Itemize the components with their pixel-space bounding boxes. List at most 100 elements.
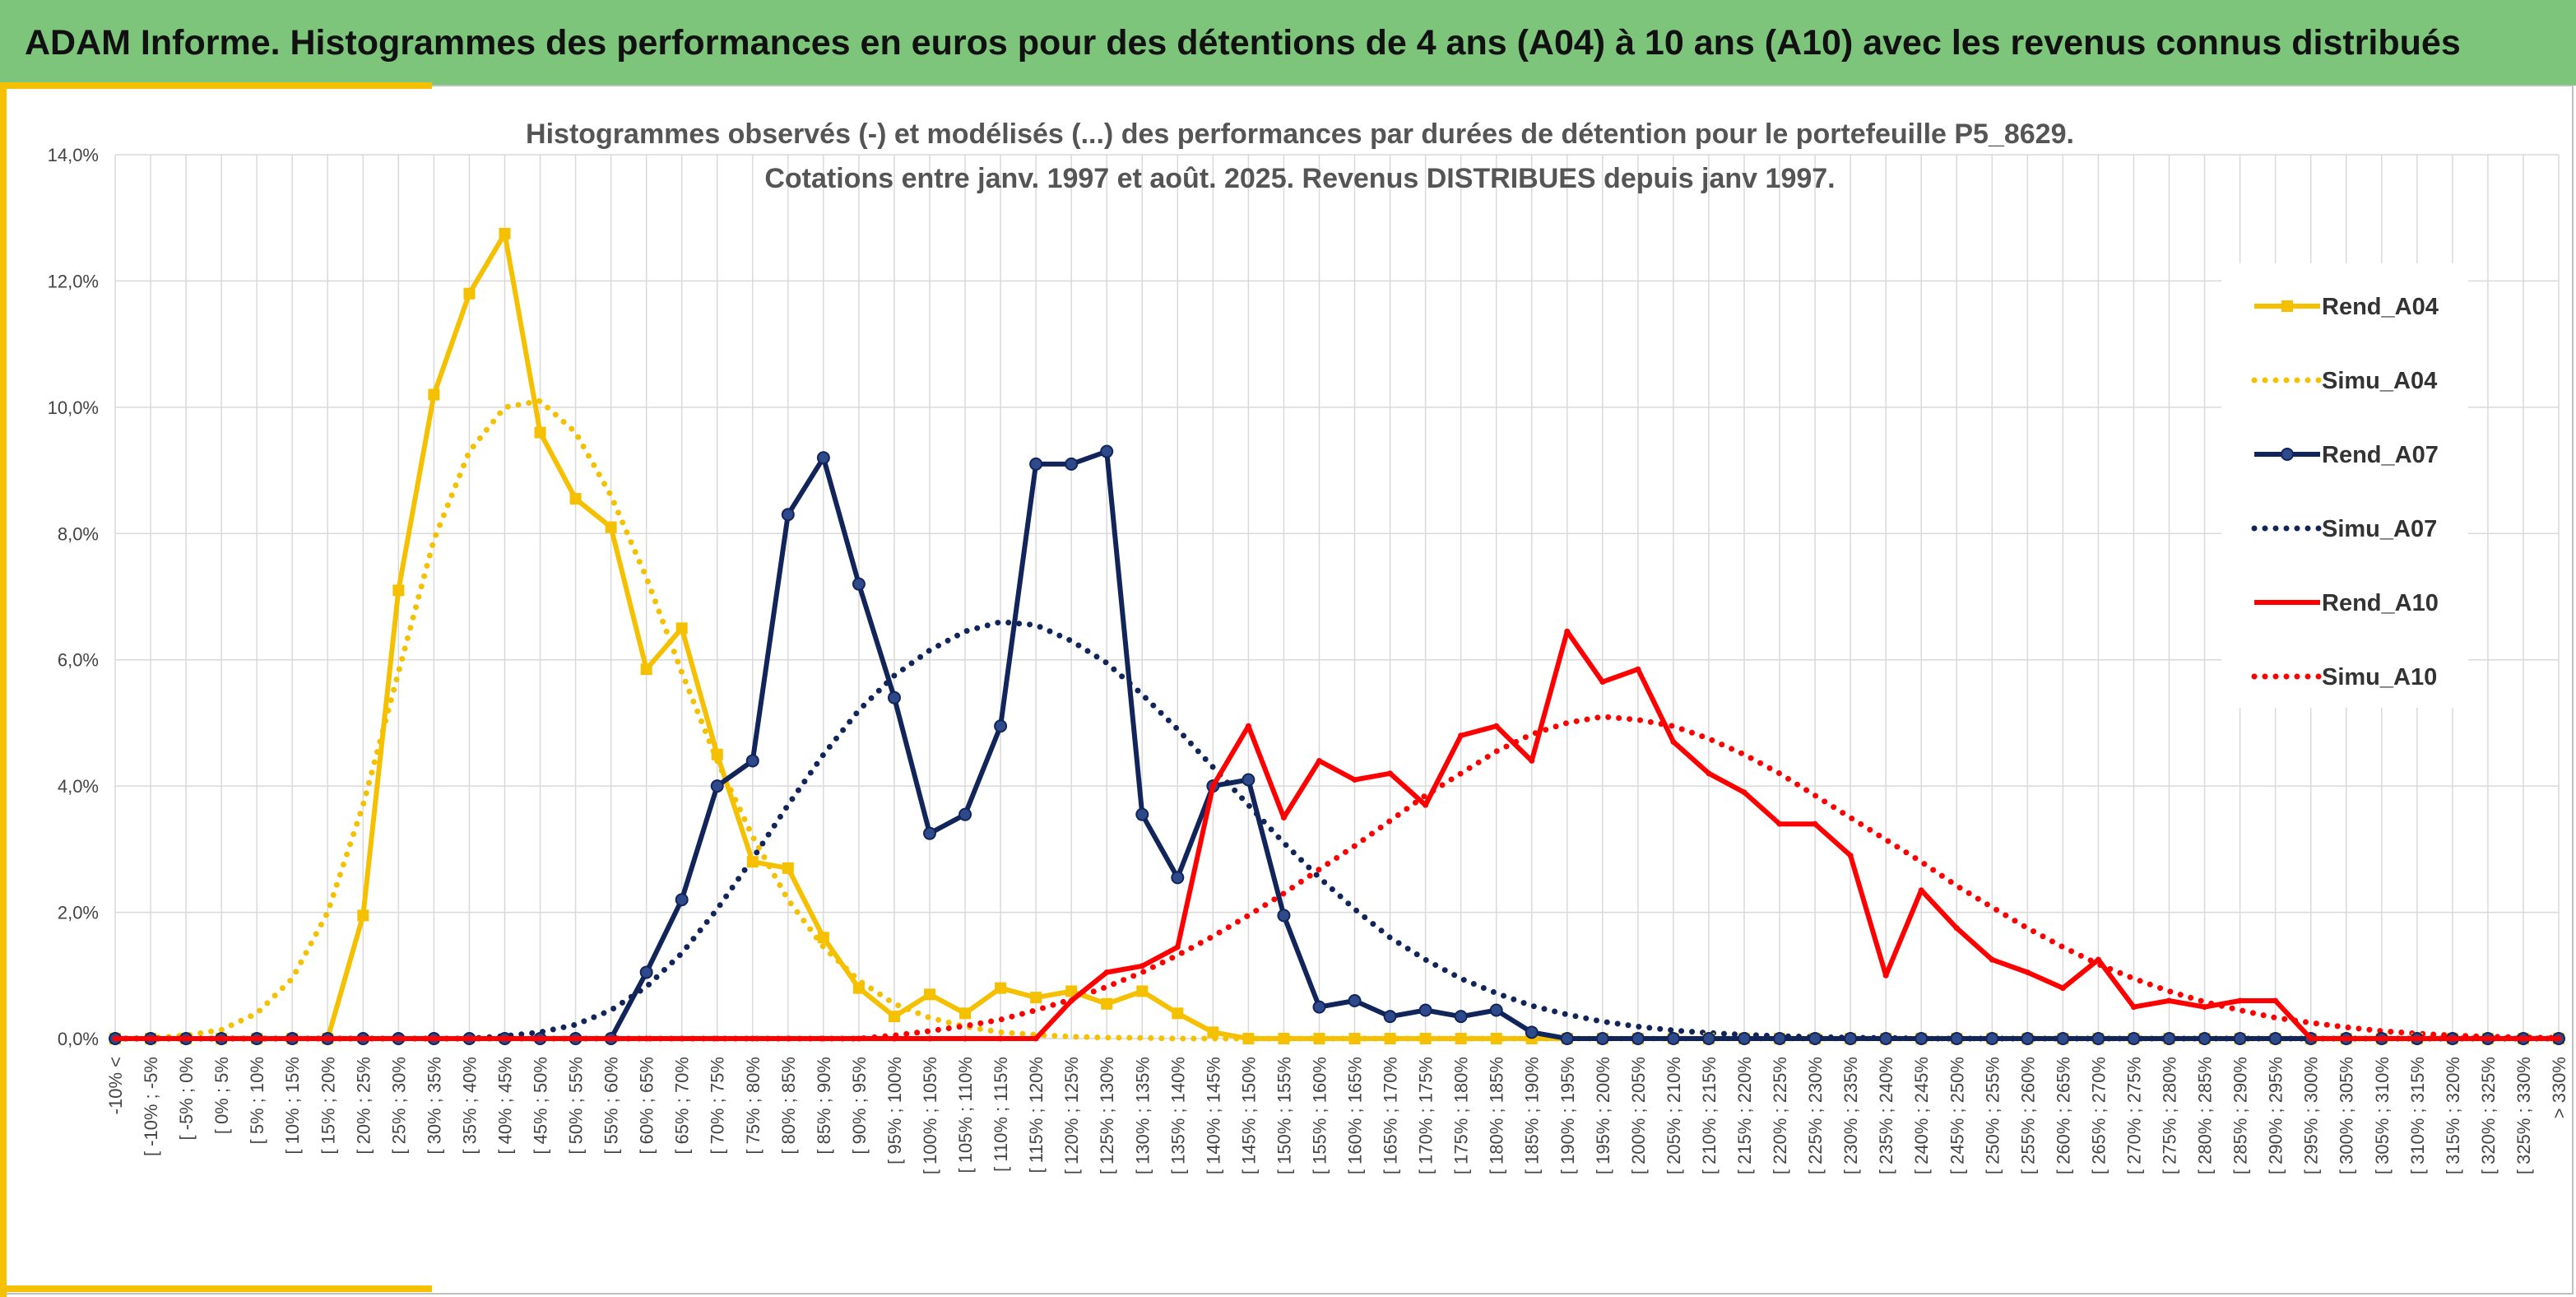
x-tick-label: [ 305% ; 310% [2372,1057,2393,1174]
data-point [1065,985,1078,997]
x-tick-label: [ 255% ; 260% [2017,1057,2038,1174]
data-point [781,508,795,522]
legend-entry-simu-a04: Simu_A04 [2251,368,2437,394]
data-point [1595,1032,1609,1045]
data-point [856,1035,862,1042]
data-point [1529,757,1535,764]
legend-marker [2281,448,2294,461]
data-point [852,982,865,994]
data-point [1985,1032,1999,1045]
data-point [1242,1033,1255,1044]
data-point [218,1035,225,1042]
x-tick-label: [ 230% ; 235% [1840,1057,1861,1174]
chart-subtitle-line-2: Cotations entre janv. 1997 et août. 2025… [764,163,1835,194]
x-tick-label: [ 150% ; 155% [1274,1057,1294,1174]
x-tick-label: [ 25% ; 30% [388,1057,409,1155]
x-tick-label: [ 55% ; 60% [601,1057,622,1155]
data-point [428,388,440,401]
data-point [1348,993,1362,1007]
data-point [817,932,829,944]
x-tick-label: [ 235% ; 240% [1876,1057,1896,1174]
data-point [289,1035,295,1042]
data-point [430,1035,437,1042]
legend-label: Rend_A10 [2322,590,2439,616]
data-point [1666,1032,1680,1045]
x-tick-label: [ 30% ; 35% [424,1057,444,1155]
data-point [1313,1033,1325,1044]
x-tick-label: [ 110% ; 115% [991,1057,1011,1172]
data-point [1316,757,1322,764]
data-point [2130,1004,2137,1011]
legend-label: Simu_A04 [2322,368,2437,394]
x-tick-label: [ 180% ; 185% [1487,1057,1507,1174]
data-point [1423,802,1429,808]
data-point [816,451,830,465]
x-tick-label: [ 195% ; 200% [1593,1057,1613,1174]
data-point [395,1035,401,1042]
y-tick-label: 8,0% [58,523,99,544]
data-point [1383,1010,1397,1024]
data-point [1068,997,1074,1004]
data-point [2555,1035,2562,1042]
data-point [2272,997,2279,1004]
data-point [1454,1010,1468,1024]
data-point [1278,1033,1290,1044]
data-point [1418,1003,1432,1017]
data-point [746,856,759,868]
data-point [710,779,724,793]
accent-bar-top [0,82,432,89]
legend-label: Rend_A04 [2322,294,2439,320]
data-point [1525,1025,1539,1039]
data-point [1493,723,1500,729]
data-point [1738,1032,1751,1045]
data-point [891,1035,898,1042]
x-tick-label: [ 60% ; 65% [637,1057,657,1155]
x-tick-label: [ 130% ; 135% [1132,1057,1153,1174]
data-point [1242,773,1256,787]
data-point [501,1035,508,1042]
x-tick-label: [ 320% ; 325% [2478,1057,2499,1174]
data-point [463,287,476,300]
x-tick-label: [ 45% ; 50% [531,1057,551,1155]
data-point [2059,985,2066,992]
legend-label: Rend_A07 [2322,442,2439,468]
x-tick-label: [ 80% ; 85% [778,1057,799,1155]
legend-marker [2281,300,2293,312]
data-point [2202,1004,2208,1011]
data-point [499,227,511,239]
data-point [643,1035,650,1042]
data-point [1670,738,1677,745]
x-tick-label: [ 145% ; 150% [1238,1057,1259,1174]
x-tick-label: [ 325% ; 330% [2513,1057,2534,1174]
x-tick-label: [ 65% ; 70% [672,1057,693,1155]
x-tick-label: [ 280% ; 285% [2195,1057,2216,1174]
x-tick-label: [ 135% ; 140% [1167,1057,1188,1174]
x-tick-label: [ 160% ; 165% [1345,1057,1366,1174]
x-tick-label: [ 245% ; 250% [1947,1057,1967,1174]
data-point [569,493,582,505]
data-point [924,988,935,1001]
x-tick-label: [ 140% ; 145% [1203,1057,1223,1174]
x-tick-label: [ 170% ; 175% [1416,1057,1437,1174]
data-point [1029,457,1043,471]
data-point [1384,1033,1396,1044]
chart-subtitle-line-1: Histogrammes observés (-) et modélisés (… [526,119,2074,150]
data-point [2343,1035,2350,1042]
data-point [1280,815,1287,821]
title-banner: ADAM Informe. Histogrammes des performan… [0,0,2576,86]
data-point [1139,963,1145,969]
data-point [2237,997,2244,1004]
data-point [2166,997,2173,1004]
data-point [1741,789,1748,796]
data-point [714,1035,721,1042]
series-rend-a10 [112,628,2562,1042]
x-tick-label: [ -10% ; -5% [141,1057,161,1156]
x-tick-label: [ 165% ; 170% [1381,1057,1401,1174]
data-point [1172,1007,1184,1020]
data-point [2127,1032,2141,1045]
data-point [926,1035,933,1042]
data-point [1564,628,1571,635]
data-point [1489,1003,1503,1017]
data-point [360,1035,366,1042]
x-tick-label: [ 285% ; 290% [2230,1057,2251,1174]
